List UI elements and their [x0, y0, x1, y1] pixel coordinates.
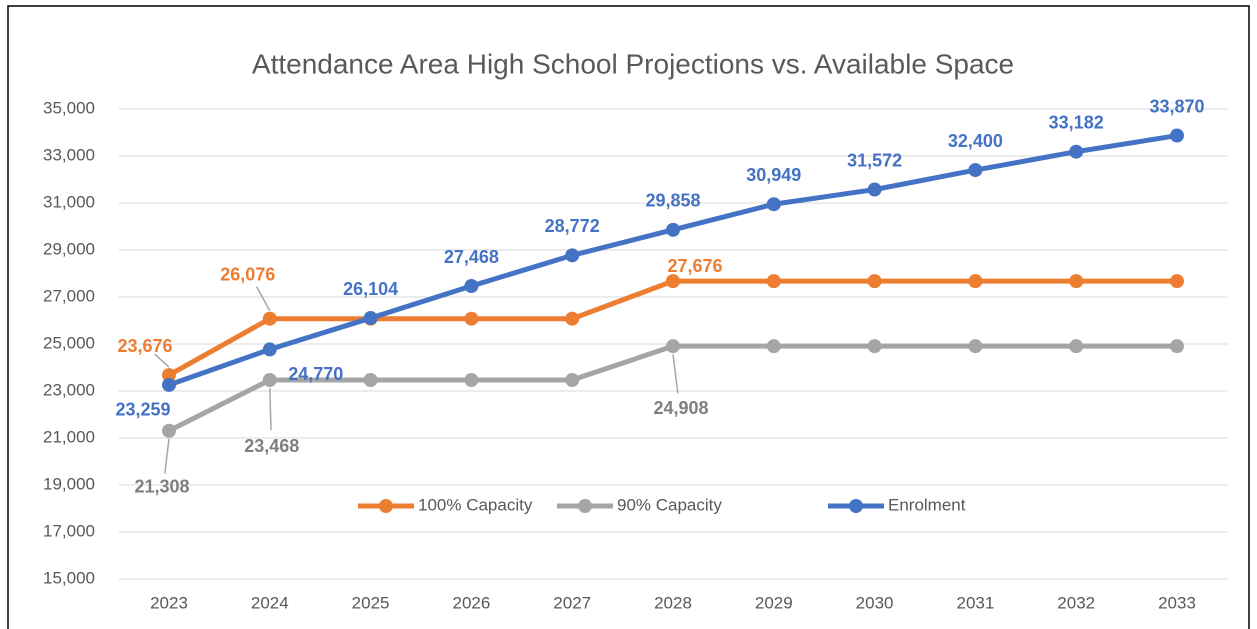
point: [162, 377, 176, 392]
legend-marker: [578, 499, 592, 513]
x-tick-label: 2033: [1158, 593, 1196, 612]
value-label: 33,870: [1149, 96, 1204, 116]
value-label: 21,308: [134, 477, 189, 497]
value-label: 33,182: [1049, 112, 1104, 132]
value-label: 31,572: [847, 150, 902, 170]
y-tick-label: 23,000: [43, 380, 95, 399]
x-tick-label: 2032: [1057, 593, 1095, 612]
point: [565, 248, 580, 263]
leader-line: [269, 387, 272, 431]
point: [1069, 274, 1084, 289]
point: [262, 311, 277, 326]
x-tick-label: 2025: [352, 593, 390, 612]
point: [666, 339, 680, 354]
legend-label: Enrolment: [888, 495, 966, 514]
leader-line: [255, 286, 271, 312]
point: [1069, 144, 1084, 159]
value-label: 27,676: [667, 256, 722, 276]
y-tick-label: 19,000: [43, 474, 95, 493]
point: [1170, 274, 1184, 289]
point: [1069, 339, 1084, 354]
point: [363, 311, 378, 326]
value-label: 32,400: [948, 131, 1003, 151]
value-label: 23,468: [244, 436, 299, 456]
point: [1170, 128, 1184, 143]
chart-title: Attendance Area High School Projections …: [252, 48, 1014, 79]
point: [867, 274, 882, 289]
point: [766, 339, 781, 354]
value-label: 27,468: [444, 247, 499, 267]
point: [1170, 339, 1184, 354]
point: [262, 342, 277, 357]
x-tick-label: 2031: [956, 593, 994, 612]
point: [363, 373, 378, 388]
value-label: 30,949: [746, 165, 801, 185]
leader-line: [154, 353, 170, 368]
point: [565, 373, 580, 388]
value-label: 28,772: [545, 216, 600, 236]
legend-marker: [379, 499, 393, 513]
x-tick-label: 2027: [553, 593, 591, 612]
point: [968, 339, 983, 354]
y-tick-label: 21,000: [43, 427, 95, 446]
y-tick-label: 29,000: [43, 239, 95, 258]
y-tick-label: 15,000: [43, 568, 95, 587]
x-tick-label: 2024: [251, 593, 289, 612]
point: [162, 423, 176, 438]
point: [766, 274, 781, 289]
y-tick-label: 17,000: [43, 521, 95, 540]
point: [666, 222, 680, 237]
y-tick-label: 25,000: [43, 333, 95, 352]
point: [262, 373, 277, 388]
point: [162, 368, 176, 383]
y-tick-label: 35,000: [43, 98, 95, 117]
point: [565, 311, 580, 326]
y-tick-label: 33,000: [43, 145, 95, 164]
x-tick-label: 2030: [856, 593, 894, 612]
x-tick-label: 2029: [755, 593, 793, 612]
leader-line: [164, 438, 170, 474]
y-tick-label: 31,000: [43, 192, 95, 211]
x-tick-label: 2023: [150, 593, 188, 612]
chart-border: [7, 5, 1250, 629]
legend-label: 90% Capacity: [617, 495, 722, 514]
legend-marker: [849, 499, 863, 513]
point: [464, 373, 479, 388]
value-label: 26,076: [220, 264, 275, 284]
value-label: 26,104: [343, 279, 398, 299]
value-label: 24,770: [288, 364, 343, 384]
point: [968, 274, 983, 289]
value-label: 24,908: [653, 398, 708, 418]
point: [666, 274, 680, 289]
x-tick-label: 2026: [452, 593, 490, 612]
point: [766, 197, 781, 212]
x-tick-label: 2028: [654, 593, 692, 612]
value-label: 29,858: [645, 191, 700, 211]
leader-line: [672, 354, 679, 394]
point: [968, 163, 983, 178]
point: [464, 279, 479, 294]
legend-label: 100% Capacity: [418, 495, 533, 514]
value-label: 23,259: [115, 400, 170, 420]
point: [464, 311, 479, 326]
point: [867, 182, 882, 197]
value-label: 23,676: [117, 336, 172, 356]
y-tick-label: 27,000: [43, 286, 95, 305]
point: [867, 339, 882, 354]
